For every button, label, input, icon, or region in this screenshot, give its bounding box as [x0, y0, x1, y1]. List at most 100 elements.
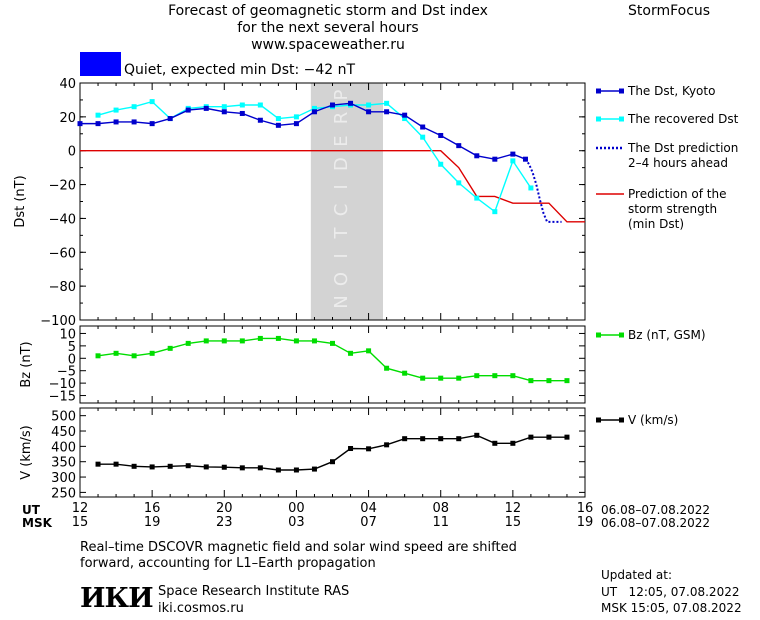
- dst-kyoto-point: [311, 109, 317, 115]
- bz-point: [438, 375, 444, 381]
- bz-point: [420, 375, 426, 381]
- x-tick-label-ut: 16: [144, 501, 161, 516]
- institute-site: iki.cosmos.ru: [158, 601, 244, 616]
- recovered-dst-point: [510, 158, 516, 164]
- y-axis-label: V (km/s): [19, 425, 34, 480]
- brand-name: StormFocus: [628, 3, 711, 19]
- bz-point: [131, 353, 137, 359]
- x-tick-label-ut: 16: [577, 501, 594, 516]
- ut-date-range: 06.08–07.08.2022: [601, 503, 711, 517]
- prediction-band-letter: P: [331, 89, 352, 100]
- dst-kyoto-point: [221, 109, 227, 115]
- bz-point: [366, 348, 372, 354]
- prediction-band-letter: I: [331, 253, 352, 258]
- legend-v-symbol-marker: [596, 417, 601, 423]
- dst-kyoto-point: [402, 112, 408, 118]
- bz-point: [528, 378, 534, 384]
- v-point: [384, 442, 390, 448]
- recovered-dst-point: [113, 107, 119, 113]
- dst-kyoto-point: [438, 132, 444, 138]
- y-tick-label: −5: [57, 365, 76, 380]
- recovered-dst-point: [311, 105, 317, 111]
- bz-point: [95, 353, 101, 359]
- iki-logo: ИКИ: [80, 583, 154, 614]
- status-color-box: [80, 52, 121, 76]
- recovered-dst-point: [456, 180, 462, 186]
- legend-storm-line-3: (min Dst): [628, 217, 685, 231]
- v-point: [113, 461, 119, 467]
- recovered-dst-point: [420, 134, 426, 140]
- bz-point: [275, 335, 281, 341]
- v-point: [402, 436, 408, 442]
- dst-kyoto-point: [510, 151, 516, 157]
- status-text: Quiet, expected min Dst: −42 nT: [124, 62, 356, 78]
- v-point: [95, 461, 101, 467]
- recovered-dst-point: [528, 185, 534, 191]
- footer-note: Real–time DSCOVR magnetic field and sola…: [80, 540, 517, 572]
- panel-frame: [79, 407, 586, 498]
- y-tick-label: −40: [49, 212, 76, 227]
- y-tick-label: 40: [59, 77, 76, 92]
- v-point: [149, 464, 155, 470]
- updated-ut: UT 12:05, 07.08.2022: [601, 585, 740, 599]
- y-axis-label: Dst (nT): [13, 175, 28, 227]
- storm-strength-line: [80, 150, 585, 223]
- v-point: [564, 434, 570, 440]
- y-tick-label: 0: [68, 352, 76, 367]
- v-point: [167, 463, 173, 469]
- y-tick-label: 0: [68, 145, 76, 160]
- dst-kyoto-point: [95, 121, 101, 127]
- x-tick-label-msk: 23: [216, 515, 233, 530]
- v-point: [257, 465, 263, 471]
- recovered-dst-point: [95, 112, 101, 118]
- x-tick-label-msk: 03: [288, 515, 305, 530]
- title-line-3: www.spaceweather.ru: [251, 37, 405, 53]
- prediction-band-letter: O: [331, 272, 352, 286]
- recovered-dst-point: [384, 100, 390, 106]
- legend-recovered-symbol-marker: [596, 116, 601, 122]
- y-tick-label: 450: [51, 425, 76, 440]
- legend-prediction-line-2: 2–4 hours ahead: [628, 156, 728, 170]
- x-tick-label-ut: 20: [216, 501, 233, 516]
- v-point: [546, 434, 552, 440]
- recovered-dst-point: [239, 102, 245, 108]
- footer-note-line-2: forward, accounting for L1–Earth propaga…: [80, 556, 376, 571]
- legend-recovered-dst: The recovered Dst: [628, 112, 739, 126]
- dst-prediction-line: [524, 158, 562, 223]
- recovered-dst-point: [293, 114, 299, 120]
- v-point: [293, 467, 299, 473]
- dst-kyoto-point: [275, 122, 281, 128]
- prediction-band-letter: D: [331, 157, 352, 171]
- y-tick-label: −100: [40, 314, 76, 329]
- dst-kyoto-point: [420, 124, 426, 130]
- v-point: [131, 463, 137, 469]
- v-point: [366, 446, 372, 452]
- dst-kyoto-point: [348, 100, 354, 106]
- prediction-band: [310, 83, 383, 320]
- v-point: [420, 436, 426, 442]
- title-line-2: for the next several hours: [237, 20, 419, 36]
- x-tick-label-ut: 04: [360, 501, 377, 516]
- bz-point: [384, 365, 390, 371]
- v-point: [330, 459, 335, 465]
- dst-kyoto-point: [384, 109, 390, 115]
- dst-kyoto-point: [185, 107, 191, 113]
- dst-kyoto-point: [474, 153, 480, 159]
- bz-point: [474, 373, 480, 379]
- recovered-dst-point: [131, 104, 137, 110]
- v-point: [438, 436, 444, 442]
- recovered-dst-point: [366, 102, 372, 108]
- y-tick-label: −15: [49, 390, 76, 405]
- y-tick-label: −10: [49, 377, 76, 392]
- x-tick-label-msk: 15: [72, 515, 89, 530]
- x-tick-label-msk: 19: [144, 515, 161, 530]
- recovered-dst-point: [438, 161, 444, 167]
- dst-kyoto-point: [203, 105, 209, 111]
- dst-kyoto-point: [131, 119, 137, 125]
- y-tick-label: 350: [51, 456, 76, 471]
- legend-v-symbol-marker: [619, 417, 624, 423]
- bz-point: [348, 350, 354, 356]
- dst-kyoto-point: [167, 116, 173, 122]
- panel-frame: [79, 325, 586, 404]
